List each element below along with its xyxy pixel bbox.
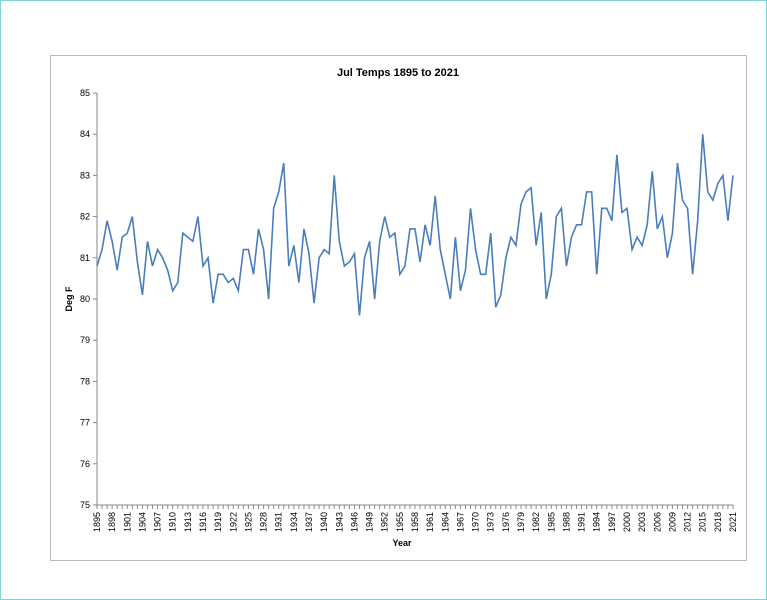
- y-tick-label: 81: [80, 253, 90, 263]
- x-tick-label: 1931: [274, 512, 284, 532]
- x-tick-label: 1946: [349, 512, 359, 532]
- x-tick-label: 1952: [380, 512, 390, 532]
- y-tick-label: 82: [80, 212, 90, 222]
- x-tick-label: 1970: [471, 512, 481, 532]
- x-tick-label: 1943: [334, 512, 344, 532]
- x-tick-label: 1964: [440, 512, 450, 532]
- chart-title: Jul Temps 1895 to 2021: [337, 67, 459, 79]
- x-tick-label: 1940: [319, 512, 329, 532]
- x-tick-label: 1907: [153, 512, 163, 532]
- x-tick-label: 2009: [667, 512, 677, 532]
- x-tick-label: 1934: [289, 512, 299, 532]
- x-tick-label: 1937: [304, 512, 314, 532]
- x-tick-label: 1967: [455, 512, 465, 532]
- x-tick-label: 1898: [107, 512, 117, 532]
- x-tick-label: 1901: [122, 512, 132, 532]
- x-tick-label: 1973: [486, 512, 496, 532]
- x-tick-label: 1925: [243, 512, 253, 532]
- y-tick-label: 83: [80, 170, 90, 180]
- x-tick-label: 1922: [228, 512, 238, 532]
- x-tick-label: 1904: [137, 512, 147, 532]
- x-tick-label: 1916: [198, 512, 208, 532]
- x-axis-label: Year: [392, 538, 412, 548]
- x-tick-label: 1958: [410, 512, 420, 532]
- x-tick-label: 2006: [652, 512, 662, 532]
- y-tick-label: 76: [80, 459, 90, 469]
- x-tick-label: 1994: [592, 512, 602, 532]
- x-tick-label: 1895: [92, 512, 102, 532]
- x-tick-label: 1997: [607, 512, 617, 532]
- x-tick-label: 2021: [728, 512, 738, 532]
- chart-border: [50, 55, 747, 561]
- x-tick-label: 1949: [365, 512, 375, 532]
- x-tick-label: 1910: [168, 512, 178, 532]
- x-tick-label: 1991: [577, 512, 587, 532]
- data-line: [96, 134, 734, 316]
- y-tick-label: 80: [80, 294, 90, 304]
- x-tick-label: 1985: [546, 512, 556, 532]
- x-tick-label: 2018: [713, 512, 723, 532]
- x-tick-label: 1961: [425, 512, 435, 532]
- y-tick-label: 79: [80, 335, 90, 345]
- y-tick-label: 75: [80, 500, 90, 510]
- x-tick-label: 1955: [395, 512, 405, 532]
- y-tick-label: 85: [80, 88, 90, 98]
- x-tick-label: 1979: [516, 512, 526, 532]
- x-tick-label: 2015: [698, 512, 708, 532]
- x-tick-label: 2000: [622, 512, 632, 532]
- x-tick-label: 1913: [183, 512, 193, 532]
- y-tick-label: 84: [80, 129, 90, 139]
- y-axis-label: Deg F: [64, 286, 74, 312]
- y-tick-label: 78: [80, 376, 90, 386]
- x-tick-label: 1982: [531, 512, 541, 532]
- x-tick-label: 1919: [213, 512, 223, 532]
- x-tick-label: 1928: [259, 512, 269, 532]
- x-tick-label: 2003: [637, 512, 647, 532]
- x-tick-label: 1976: [501, 512, 511, 532]
- x-tick-label: 1988: [561, 512, 571, 532]
- y-tick-label: 77: [80, 418, 90, 428]
- x-tick-label: 2012: [683, 512, 693, 532]
